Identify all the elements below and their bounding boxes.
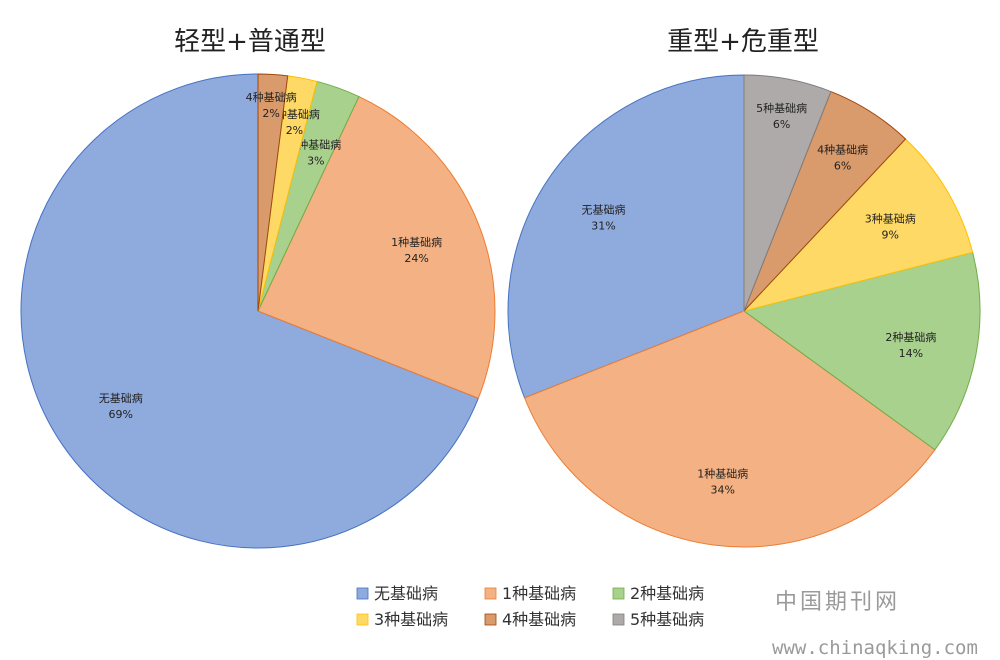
pie-1-slice-3 xyxy=(742,138,974,312)
pie-1-slice-2 xyxy=(742,251,981,451)
legend-label-1: 1种基础病 xyxy=(502,584,576,603)
pie-0-slice-4-label: 4种基础病 2% xyxy=(246,90,297,120)
legend-swatch-none xyxy=(356,587,369,600)
pie-1-slice-0-label: 无基础病 31% xyxy=(581,202,625,232)
pie-0-slice-0 xyxy=(20,73,480,549)
legend-swatch-5 xyxy=(612,613,625,626)
pie-1-slice-2-label: 2种基础病 14% xyxy=(885,330,936,360)
pie-1-slice-5-label: 5种基础病 6% xyxy=(756,101,807,131)
pie-1-slice-5 xyxy=(743,74,832,312)
chart-title-right: 重型+危重型 xyxy=(667,27,819,57)
legend-label-none: 无基础病 xyxy=(374,584,438,603)
chart-title-left: 轻型+普通型 xyxy=(174,27,326,57)
legend-swatch-3 xyxy=(356,613,369,626)
pie-1-slice-3-label: 3种基础病 9% xyxy=(865,212,916,242)
legend: 无基础病 1种基础病 2种基础病 3种基础病 4种基础病 5种基础病 xyxy=(356,584,704,629)
watermark-url: www.chinaqking.com xyxy=(772,637,978,659)
pie-0-slice-1 xyxy=(257,95,496,399)
watermark-logo-text: 中国期刊网 xyxy=(775,590,900,615)
pie-0-slice-4 xyxy=(257,73,289,312)
legend-label-4: 4种基础病 xyxy=(502,610,576,629)
pie-1-slice-1 xyxy=(523,310,936,548)
legend-swatch-2 xyxy=(612,587,625,600)
pie-1-slice-0 xyxy=(507,74,745,399)
pie-right: 无基础病 31% 1种基础病 34% 2种基础病 14% 3种基础病 9% 4种基础病 6% 5种基… xyxy=(507,74,981,548)
legend-label-3: 3种基础病 xyxy=(374,610,448,629)
legend-swatch-1 xyxy=(484,587,497,600)
legend-label-5: 5种基础病 xyxy=(630,610,704,629)
pie-0-slice-2-label: 2种基础病 3% xyxy=(290,137,341,167)
legend-label-2: 2种基础病 xyxy=(630,584,704,603)
pie-1-slice-1-label: 1种基础病 34% xyxy=(697,467,748,497)
pie-left: 无基础病 69%1种基础病 24%2种基础病 3%3种基础病 2%4种基础病 2% xyxy=(20,73,496,549)
legend-swatch-4 xyxy=(484,613,497,626)
pie-0-slice-1-label: 1种基础病 24% xyxy=(391,235,442,265)
pie-1-slice-4-label: 4种基础病 6% xyxy=(817,143,868,173)
pie-0-slice-0-label: 无基础病 69% xyxy=(99,391,143,421)
